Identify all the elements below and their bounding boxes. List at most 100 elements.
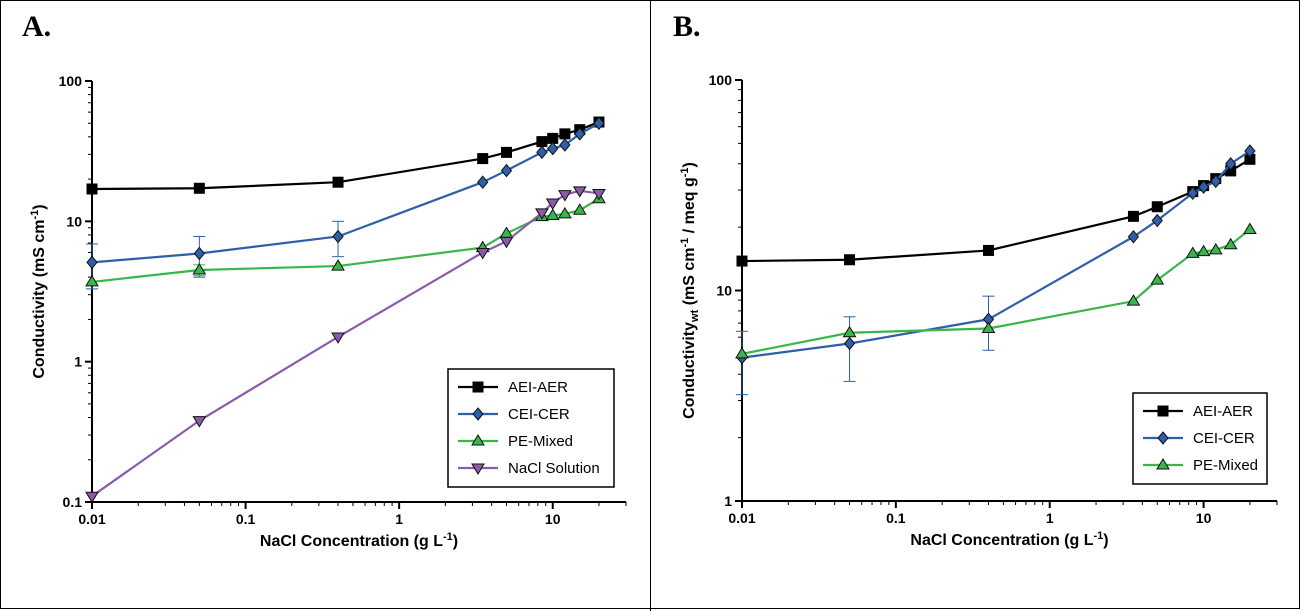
y-tick-label: 100 <box>709 72 733 88</box>
nacl-solution-point <box>192 416 207 428</box>
pe-mixed-point <box>981 321 996 333</box>
pe-mixed-point <box>85 274 99 287</box>
aei-aer-point <box>193 182 205 194</box>
legend: AEI-AER CEI-CER PE-Mixed <box>1132 392 1268 485</box>
pe-mixed-point <box>842 325 857 338</box>
cei-cer-line <box>91 122 600 264</box>
nacl-solution-point <box>592 188 606 201</box>
x-tick-label: 0.01 <box>78 511 105 527</box>
aei-aer-point <box>559 128 571 140</box>
aei-aer-point <box>844 254 856 266</box>
cei-cer-point <box>1187 186 1199 200</box>
panel-b-letter: B. <box>673 10 701 43</box>
x-tick-label: 10 <box>1196 510 1212 526</box>
legend-label: NaCl Solution <box>508 460 600 477</box>
cei-cer-point <box>1225 156 1237 171</box>
legend-marker <box>471 463 485 475</box>
series-nacl-solution <box>85 186 606 504</box>
legend-marker <box>472 407 484 421</box>
cei-cer-point <box>1210 174 1222 189</box>
pe-mixed-point <box>1150 273 1165 285</box>
nacl-solution-point <box>535 208 549 220</box>
legend-box <box>1132 392 1268 485</box>
series-pe-mixed <box>85 191 606 287</box>
x-tick-label: 0.1 <box>886 510 906 526</box>
aei-aer-line <box>741 158 1251 263</box>
x-tick-label: 1 <box>1046 510 1054 526</box>
series-cei-cer <box>736 144 1256 396</box>
y-axis-title: Conductivitywt (mS cm-1 / meq g-1) <box>679 162 701 419</box>
cei-cer-point <box>843 336 856 351</box>
cei-cer-point <box>332 229 344 244</box>
pe-mixed-point <box>735 346 749 359</box>
y-tick-label: 1 <box>724 493 732 509</box>
legend-marker <box>1157 405 1169 417</box>
legend-label: AEI-AER <box>508 379 568 396</box>
pe-mixed-line <box>91 197 600 284</box>
pe-mixed-point <box>1126 294 1141 306</box>
x-tick-label: 0.1 <box>236 511 256 527</box>
panel-a-letter: A. <box>22 10 52 43</box>
nacl-solution-point <box>499 236 514 249</box>
legend-label: CEI-CER <box>508 406 570 423</box>
aei-aer-point <box>736 255 748 267</box>
nacl-solution-point <box>545 198 560 211</box>
cei-cer-point <box>86 255 98 270</box>
pe-mixed-point <box>1208 242 1223 255</box>
x-axis-title: NaCl Concentration (g L-1) <box>910 530 1108 549</box>
legend-label: CEI-CER <box>1193 430 1255 447</box>
cei-cer-point <box>193 246 205 261</box>
cei-cer-point <box>536 145 548 160</box>
x-tick-label: 10 <box>545 511 561 527</box>
pe-mixed-point <box>1243 222 1257 234</box>
x-axis-title: NaCl Concentration (g L-1) <box>260 531 458 550</box>
pe-mixed-point <box>1196 244 1211 257</box>
x-tick-label: 0.01 <box>728 510 755 526</box>
y-tick-label: 1 <box>74 354 82 370</box>
pe-mixed-point <box>1223 237 1238 250</box>
legend-marker <box>471 434 485 446</box>
nacl-solution-line <box>91 189 600 498</box>
nacl-solution-point <box>558 190 572 202</box>
y-tick-label: 100 <box>59 73 83 89</box>
panel-b: B. 1 10 100 0.01 0.1 1 10 NaCl Concentration (g… <box>651 0 1301 611</box>
cei-cer-point <box>559 138 571 152</box>
aei-aer-point <box>1151 201 1163 213</box>
cei-cer-point <box>1197 180 1210 194</box>
aei-aer-point <box>332 176 344 188</box>
cei-cer-point <box>574 127 586 141</box>
nacl-solution-point <box>85 491 99 504</box>
pe-mixed-line <box>741 228 1251 355</box>
axes: 1 10 100 0.01 0.1 1 10 NaCl Concentration (g L-… <box>679 72 1278 549</box>
cei-cer-point <box>547 141 559 156</box>
y-tick-label: 10 <box>66 213 82 229</box>
panel-divider <box>650 0 651 611</box>
cei-cer-point <box>500 163 513 178</box>
legend-marker <box>472 381 484 393</box>
cei-cer-point <box>593 116 605 131</box>
pe-mixed-point <box>192 263 207 275</box>
series-aei-aer <box>86 116 605 195</box>
legend-label: PE-Mixed <box>1193 457 1258 474</box>
chart-b: 1 10 100 0.01 0.1 1 10 NaCl Concentration (g L-… <box>679 72 1278 549</box>
cei-cer-point <box>1151 213 1163 228</box>
aei-aer-point <box>500 146 512 158</box>
pe-mixed-point <box>572 203 587 215</box>
y-axis-title: Conductivity (mS cm-1) <box>29 204 48 378</box>
cei-cer-point <box>1244 144 1256 158</box>
series-aei-aer <box>736 153 1256 267</box>
series-pe-mixed <box>735 222 1257 359</box>
nacl-solution-point <box>331 332 345 344</box>
legend-marker <box>1156 458 1170 470</box>
pe-mixed-point <box>1185 246 1200 258</box>
aei-aer-point <box>477 153 489 165</box>
panel-a: A. 0.1 1 10 100 0.01 0.1 1 10 NaCl Concentration… <box>0 0 650 611</box>
legend: AEI-AER CEI-CER PE-Mixed NaCl Solution <box>447 368 615 488</box>
y-tick-label: 0.1 <box>63 494 83 510</box>
nacl-solution-point <box>475 247 490 260</box>
cei-cer-point <box>1127 229 1140 244</box>
series-cei-cer <box>86 116 605 290</box>
pe-mixed-point <box>558 206 572 219</box>
